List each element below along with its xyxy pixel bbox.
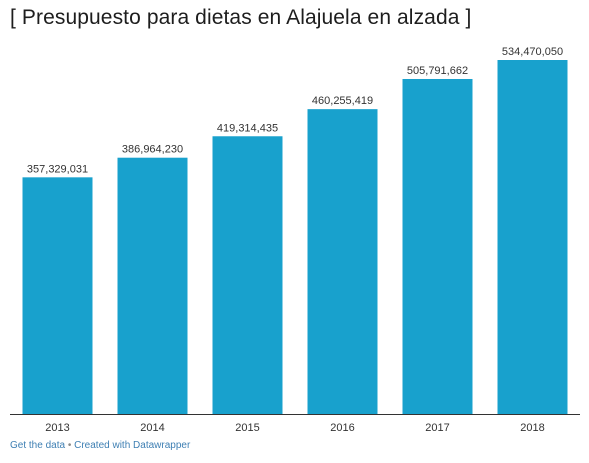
get-the-data-link[interactable]: Get the data [10, 440, 66, 451]
bar-2015 [212, 136, 283, 414]
bar-2016 [307, 109, 378, 414]
value-label-2016: 460,255,419 [312, 95, 373, 107]
value-label-2014: 386,964,230 [122, 144, 183, 156]
value-label-2013: 357,329,031 [27, 163, 88, 175]
footer-separator: • [67, 440, 72, 451]
bar-2017 [402, 78, 473, 414]
x-tick-label-2016: 2016 [330, 422, 354, 434]
value-label-2015: 419,314,435 [217, 122, 278, 134]
x-tick-label-2018: 2018 [520, 422, 544, 434]
bar-2013 [22, 177, 93, 414]
value-label-2017: 505,791,662 [407, 65, 468, 77]
x-tick-label-2014: 2014 [140, 422, 164, 434]
chart-footer: Get the data • Created with Datawrapper [10, 440, 190, 451]
x-tick-label-2017: 2017 [425, 422, 449, 434]
x-tick-label-2013: 2013 [45, 422, 69, 434]
value-label-2018: 534,470,050 [502, 46, 563, 58]
bar-2018 [497, 60, 568, 414]
chart-title: [ Presupuesto para dietas en Alajuela en… [10, 6, 472, 29]
x-tick-label-2015: 2015 [235, 422, 259, 434]
bar-2014 [117, 157, 188, 414]
created-with-datawrapper-link[interactable]: Created with Datawrapper [74, 440, 191, 451]
